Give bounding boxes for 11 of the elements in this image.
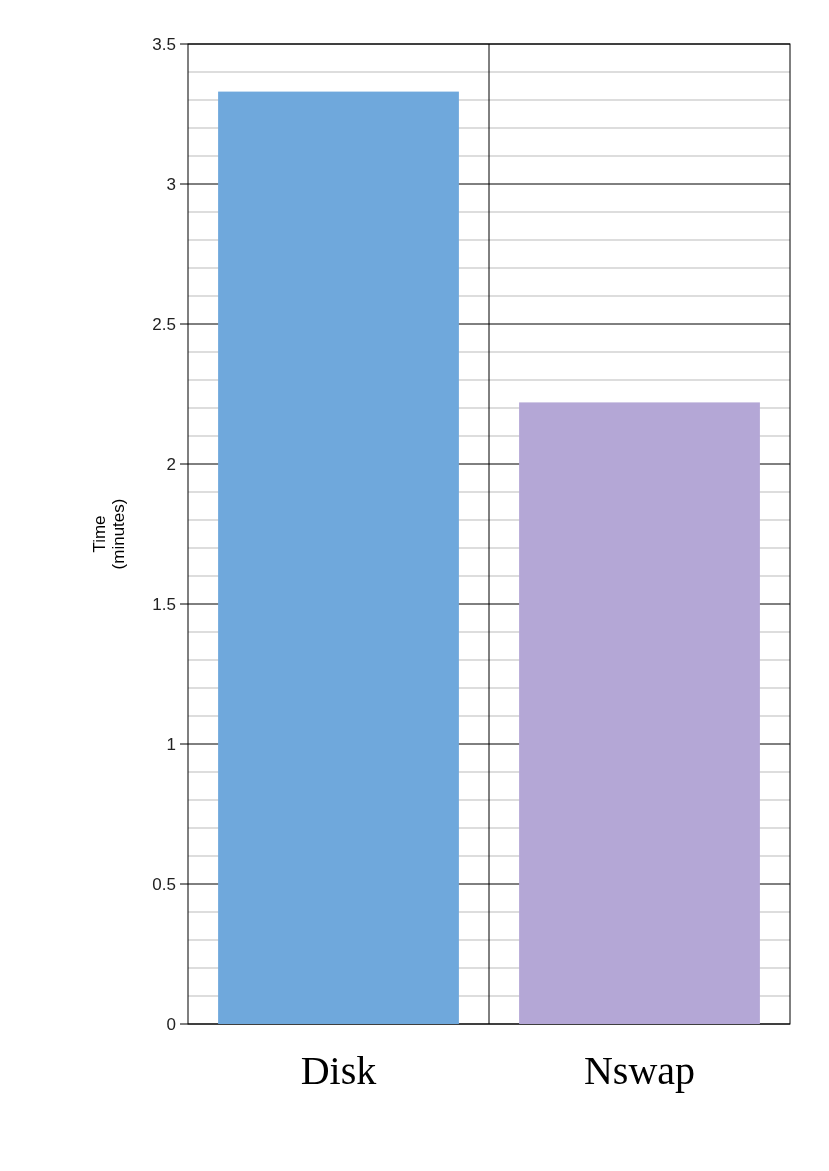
y-tick-label: 2.5: [152, 314, 176, 334]
y-tick-label: 2: [166, 454, 176, 474]
y-tick-label: 3: [166, 174, 176, 194]
y-axis-title: Time (minutes): [89, 498, 129, 570]
y-tick-label: 1: [166, 734, 176, 754]
x-tick-label: Disk: [300, 1048, 377, 1093]
x-tick-label: Nswap: [583, 1048, 696, 1093]
y-tick-label: 0.5: [152, 874, 176, 894]
y-tick-label: 1.5: [152, 594, 176, 614]
y-tick-label: 3.5: [152, 34, 176, 54]
y-tick-label: 0: [166, 1014, 176, 1034]
